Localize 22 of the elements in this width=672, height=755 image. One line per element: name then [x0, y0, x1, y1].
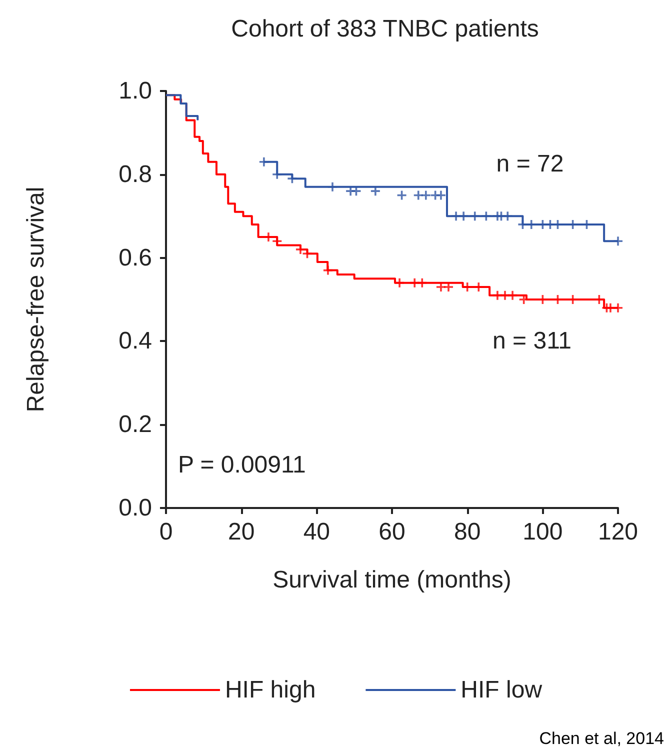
x-tick-label: 20	[228, 518, 255, 546]
x-tick-label: 40	[303, 518, 330, 546]
legend-label: HIF high	[224, 676, 316, 704]
y-tick-label: 0.0	[118, 494, 152, 522]
y-tick-label: 1.0	[118, 78, 152, 104]
annotation: n = 72	[496, 150, 564, 178]
y-axis-title: Relapse-free survival	[22, 186, 50, 412]
x-tick-label: 100	[522, 518, 563, 546]
x-tick-label: 120	[598, 518, 638, 546]
text: Chen et al, 2014	[539, 729, 664, 748]
annotation: P = 0.00911	[178, 452, 306, 478]
annotation: n = 311	[492, 328, 572, 354]
y-tick-label: 0.8	[118, 160, 152, 188]
chart-title: Cohort of 383 TNBC patients	[231, 16, 539, 42]
legend-label: HIF low	[460, 676, 543, 704]
y-tick-label: 0.4	[118, 328, 152, 355]
x-axis-title: Survival time (months)	[272, 566, 512, 594]
x-tick-label: 60	[378, 518, 406, 546]
x-tick-label: 80	[454, 518, 481, 546]
y-tick-label: 0.2	[118, 411, 152, 438]
x-tick-label: 0	[159, 518, 173, 546]
y-tick-label: 0.6	[118, 244, 152, 272]
